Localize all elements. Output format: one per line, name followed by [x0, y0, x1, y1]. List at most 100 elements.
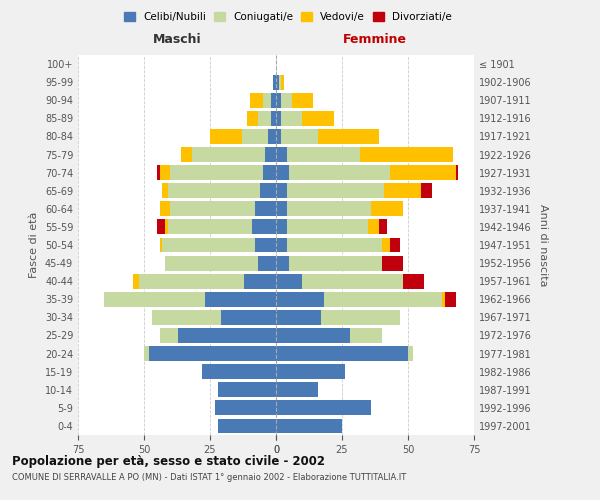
Bar: [442, 292, 445, 306]
Bar: [382, 238, 389, 252]
Legend: Celibi/Nubili, Coniugati/e, Vedovi/e, Divorziati/e: Celibi/Nubili, Coniugati/e, Vedovi/e, Di…: [120, 8, 456, 26]
Bar: [321, 310, 400, 325]
Bar: [276, 220, 287, 234]
Bar: [202, 364, 276, 379]
Bar: [252, 220, 276, 234]
Bar: [379, 220, 387, 234]
Bar: [215, 400, 276, 415]
Bar: [276, 184, 287, 198]
Y-axis label: Fasce di età: Fasce di età: [29, 212, 39, 278]
Bar: [276, 256, 289, 270]
Bar: [403, 274, 424, 288]
Bar: [268, 129, 276, 144]
Bar: [265, 147, 276, 162]
Text: Popolazione per età, sesso e stato civile - 2002: Popolazione per età, sesso e stato civil…: [12, 455, 325, 468]
Bar: [276, 274, 302, 288]
Bar: [165, 256, 257, 270]
Bar: [323, 292, 442, 306]
Bar: [287, 220, 368, 234]
Bar: [278, 74, 281, 90]
Bar: [276, 147, 287, 162]
Bar: [263, 165, 276, 180]
Bar: [181, 147, 191, 162]
Bar: [276, 129, 281, 144]
Bar: [318, 129, 379, 144]
Bar: [160, 328, 178, 343]
Text: Femmine: Femmine: [343, 32, 407, 46]
Bar: [144, 346, 149, 361]
Bar: [271, 111, 276, 126]
Bar: [281, 129, 318, 144]
Bar: [350, 328, 382, 343]
Bar: [289, 165, 389, 180]
Bar: [289, 256, 382, 270]
Bar: [287, 147, 361, 162]
Bar: [287, 238, 382, 252]
Bar: [276, 364, 344, 379]
Bar: [170, 165, 263, 180]
Bar: [139, 274, 244, 288]
Bar: [274, 74, 276, 90]
Bar: [168, 220, 252, 234]
Bar: [382, 256, 403, 270]
Bar: [165, 220, 168, 234]
Bar: [257, 111, 271, 126]
Bar: [408, 346, 413, 361]
Bar: [205, 292, 276, 306]
Bar: [257, 256, 276, 270]
Bar: [276, 202, 287, 216]
Bar: [210, 129, 242, 144]
Bar: [163, 238, 255, 252]
Bar: [368, 220, 379, 234]
Bar: [276, 418, 342, 434]
Bar: [421, 184, 432, 198]
Bar: [157, 165, 160, 180]
Bar: [276, 310, 321, 325]
Bar: [389, 238, 400, 252]
Bar: [191, 147, 265, 162]
Bar: [255, 238, 276, 252]
Text: COMUNE DI SERRAVALLE A PO (MN) - Dati ISTAT 1° gennaio 2002 - Elaborazione TUTTI: COMUNE DI SERRAVALLE A PO (MN) - Dati IS…: [12, 472, 406, 482]
Bar: [276, 292, 323, 306]
Bar: [160, 238, 163, 252]
Bar: [389, 165, 455, 180]
Bar: [250, 93, 263, 108]
Bar: [276, 165, 289, 180]
Bar: [281, 111, 302, 126]
Bar: [455, 165, 458, 180]
Bar: [149, 346, 276, 361]
Bar: [104, 292, 205, 306]
Bar: [244, 274, 276, 288]
Bar: [157, 220, 165, 234]
Text: Maschi: Maschi: [152, 32, 202, 46]
Bar: [247, 111, 257, 126]
Bar: [276, 400, 371, 415]
Bar: [276, 382, 318, 397]
Bar: [160, 165, 170, 180]
Y-axis label: Anni di nascita: Anni di nascita: [538, 204, 548, 286]
Bar: [445, 292, 455, 306]
Bar: [281, 74, 284, 90]
Bar: [242, 129, 268, 144]
Bar: [178, 328, 276, 343]
Bar: [276, 346, 408, 361]
Bar: [361, 147, 453, 162]
Bar: [276, 111, 281, 126]
Bar: [260, 184, 276, 198]
Bar: [221, 310, 276, 325]
Bar: [170, 202, 255, 216]
Bar: [302, 111, 334, 126]
Bar: [371, 202, 403, 216]
Bar: [302, 274, 403, 288]
Bar: [276, 93, 281, 108]
Bar: [271, 93, 276, 108]
Bar: [163, 184, 168, 198]
Bar: [218, 418, 276, 434]
Bar: [276, 328, 350, 343]
Bar: [292, 93, 313, 108]
Bar: [133, 274, 139, 288]
Bar: [287, 202, 371, 216]
Bar: [384, 184, 421, 198]
Bar: [152, 310, 221, 325]
Bar: [168, 184, 260, 198]
